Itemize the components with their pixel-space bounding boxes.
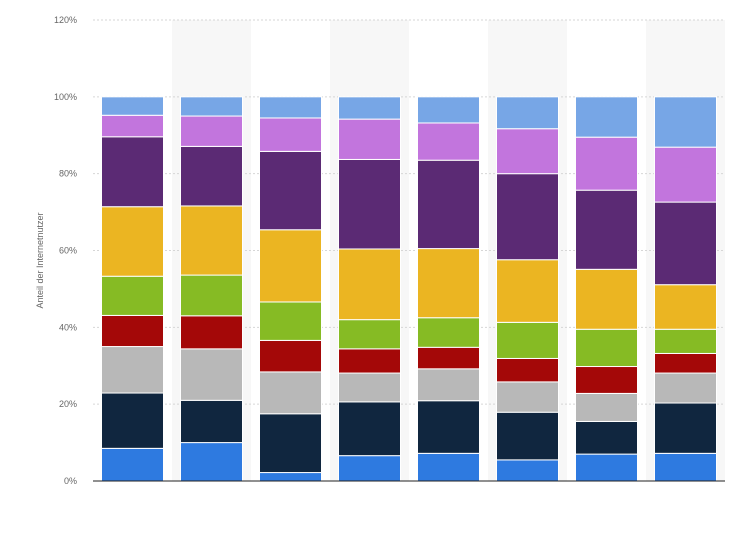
bar-segment[interactable]: [496, 381, 559, 413]
bar-segment[interactable]: [259, 229, 322, 303]
y-tick-label: 40%: [59, 322, 77, 332]
bar-segment[interactable]: [417, 346, 480, 370]
bar-segment[interactable]: [654, 96, 717, 148]
bar-segment[interactable]: [259, 96, 322, 119]
bar-segment[interactable]: [180, 442, 243, 482]
bar-segment[interactable]: [101, 314, 164, 348]
bar-segment[interactable]: [496, 128, 559, 175]
bar-segment[interactable]: [654, 372, 717, 404]
bar-segment[interactable]: [180, 348, 243, 401]
bar-segment[interactable]: [496, 357, 559, 383]
y-tick-label: 20%: [59, 399, 77, 409]
bar-stack: [575, 96, 638, 482]
bar-segment[interactable]: [338, 348, 401, 374]
bar-segment[interactable]: [180, 205, 243, 276]
bar-segment[interactable]: [338, 401, 401, 457]
bar-segment[interactable]: [575, 268, 638, 330]
bar-segment[interactable]: [338, 158, 401, 250]
bar-segment[interactable]: [654, 452, 717, 482]
bar-stack: [101, 96, 164, 482]
bar-segment[interactable]: [496, 411, 559, 461]
bar-segment[interactable]: [180, 399, 243, 444]
bar-stack: [496, 96, 559, 482]
bar-segment[interactable]: [259, 371, 322, 415]
bar-segment[interactable]: [417, 368, 480, 402]
bar-segment[interactable]: [575, 392, 638, 422]
bar-segment[interactable]: [180, 274, 243, 317]
bar-segment[interactable]: [101, 346, 164, 394]
y-tick-label: 80%: [59, 169, 77, 179]
bar-segment[interactable]: [101, 114, 164, 138]
bar-segment[interactable]: [417, 248, 480, 319]
y-axis-title: Anteil der Internetnutzer: [35, 212, 45, 308]
bar-segment[interactable]: [259, 150, 322, 231]
bar-segment[interactable]: [575, 453, 638, 482]
bar-segment[interactable]: [417, 317, 480, 348]
y-tick-label: 0%: [64, 476, 77, 486]
bar-stack: [338, 96, 401, 482]
bar-segment[interactable]: [575, 420, 638, 455]
bar-segment[interactable]: [654, 328, 717, 354]
bar-segment[interactable]: [259, 339, 322, 373]
bar-segment[interactable]: [338, 118, 401, 160]
bar-segment[interactable]: [101, 206, 164, 277]
bar-segment[interactable]: [417, 96, 480, 124]
bar-stack: [417, 96, 480, 482]
bar-stack: [180, 96, 243, 482]
bar-segment[interactable]: [575, 366, 638, 394]
bar-segment[interactable]: [417, 122, 480, 161]
bar-segment[interactable]: [496, 259, 559, 323]
bar-segment[interactable]: [338, 319, 401, 350]
bar-segment[interactable]: [496, 321, 559, 359]
bar-segment[interactable]: [575, 328, 638, 368]
bar-segment[interactable]: [654, 284, 717, 330]
bar-segment[interactable]: [101, 136, 164, 208]
bar-segment[interactable]: [654, 146, 717, 203]
bar-segment[interactable]: [101, 392, 164, 449]
bar-segment[interactable]: [496, 96, 559, 130]
y-tick-label: 60%: [59, 246, 77, 256]
bar-segment[interactable]: [180, 115, 243, 147]
bar-segment[interactable]: [654, 201, 717, 286]
bar-segment[interactable]: [259, 117, 322, 152]
bar-segment[interactable]: [101, 275, 164, 316]
bar-segment[interactable]: [575, 136, 638, 191]
bar-segment[interactable]: [259, 472, 322, 482]
y-tick-label: 100%: [54, 92, 77, 102]
bar-stack: [654, 96, 717, 482]
bar-segment[interactable]: [417, 400, 480, 454]
bar-segment[interactable]: [101, 96, 164, 116]
bar-segment[interactable]: [575, 189, 638, 270]
bar-segment[interactable]: [180, 96, 243, 117]
bar-segment[interactable]: [417, 452, 480, 482]
bar-segment[interactable]: [338, 372, 401, 403]
bar-segment[interactable]: [654, 352, 717, 374]
bar-segment[interactable]: [259, 413, 322, 474]
bar-segment[interactable]: [496, 459, 559, 482]
bar-segment[interactable]: [180, 315, 243, 350]
bar-segment[interactable]: [259, 301, 322, 341]
bar-stack: [259, 96, 322, 482]
bar-segment[interactable]: [575, 96, 638, 138]
bar-segment[interactable]: [417, 159, 480, 250]
bar-segment[interactable]: [338, 248, 401, 321]
y-tick-label: 120%: [54, 15, 77, 25]
y-tick-labels: 0% 20% 40% 60% 80% 100% 120%: [54, 15, 77, 486]
bar-segment[interactable]: [338, 455, 401, 482]
bar-segment[interactable]: [338, 96, 401, 120]
bar-segment[interactable]: [496, 173, 559, 261]
bar-segment[interactable]: [101, 447, 164, 482]
bar-segment[interactable]: [654, 402, 717, 454]
bar-segment[interactable]: [180, 145, 243, 207]
